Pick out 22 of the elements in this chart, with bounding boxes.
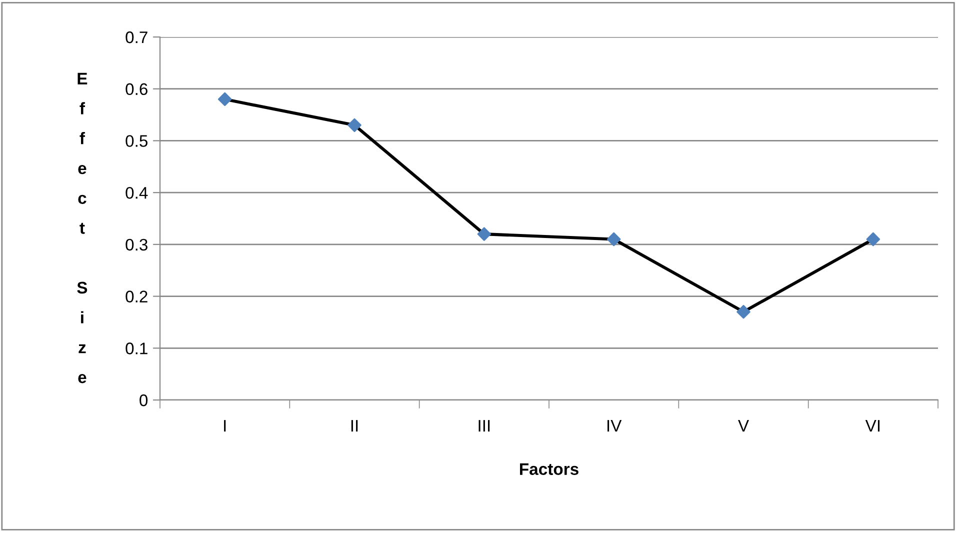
y-tick-label: 0.5 (126, 135, 148, 147)
x-tick-label: V (738, 420, 749, 432)
point (348, 118, 362, 132)
text: Effect Size (77, 72, 88, 384)
point (736, 304, 750, 319)
y-tick-label: 0.2 (126, 290, 148, 302)
y-tick-label: 0.3 (126, 238, 148, 251)
y-tick-label: 0.6 (126, 83, 148, 96)
point (866, 232, 880, 246)
point (606, 232, 621, 246)
x-tick-label: III (478, 420, 490, 432)
point (218, 92, 232, 106)
x-tick-label: IV (608, 420, 622, 432)
y-tick-label: 0 (140, 394, 148, 406)
point (477, 227, 492, 241)
y-tick-label: 0.7 (126, 31, 148, 44)
x-tick-label: VI (865, 420, 880, 432)
x-tick-label: I (224, 420, 226, 432)
y-tick-label: 0.1 (126, 342, 148, 354)
x-tick-label: II (351, 420, 358, 432)
x-axis-title: Factors (520, 463, 578, 475)
y-tick-label: 0.4 (126, 186, 148, 199)
